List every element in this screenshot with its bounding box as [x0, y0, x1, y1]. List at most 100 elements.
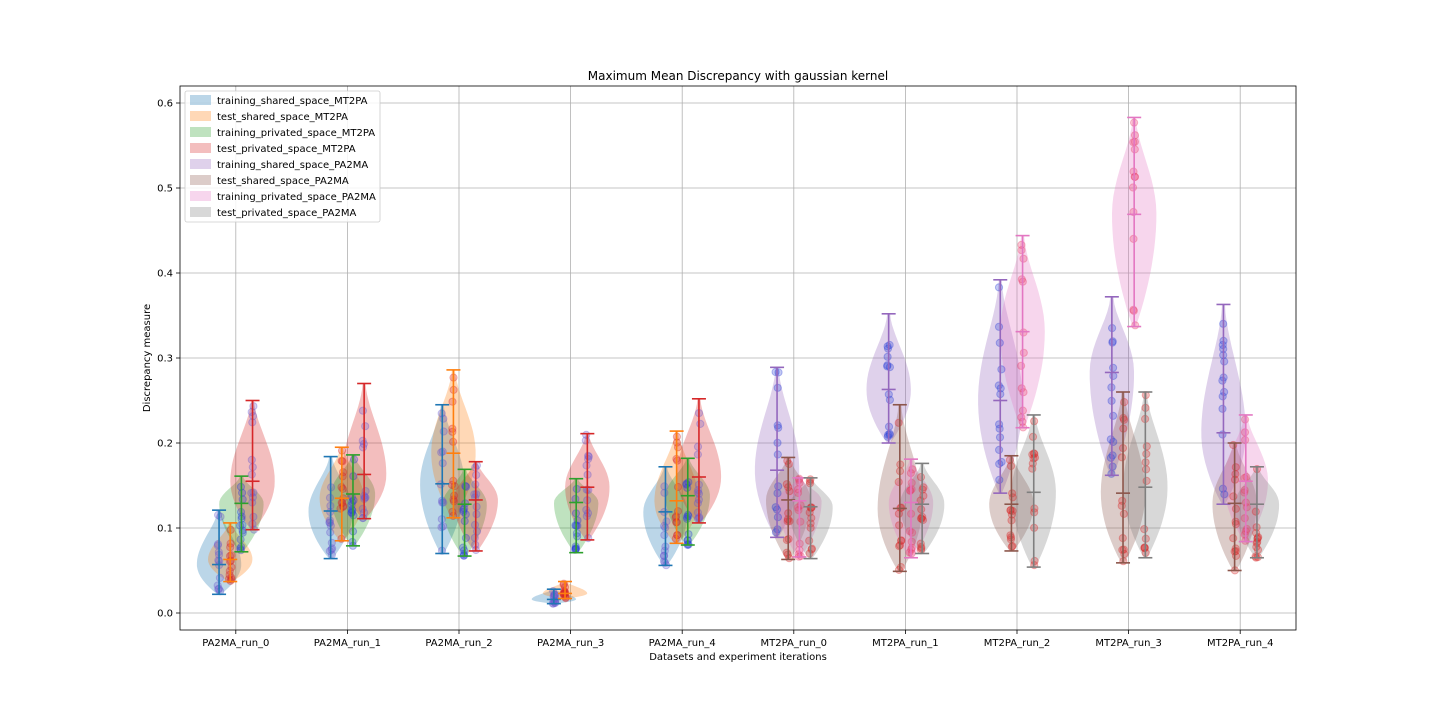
data-point: [327, 545, 336, 554]
y-tick-label: 0.5: [157, 184, 173, 195]
data-point: [659, 551, 669, 561]
median-markers: [212, 116, 1264, 605]
data-point: [1231, 463, 1240, 472]
data-point: [1129, 138, 1138, 147]
data-point: [1108, 337, 1117, 346]
data-point: [582, 505, 591, 514]
x-tick-label: MT2PA_run_1: [872, 638, 938, 649]
x-tick-label: PA2MA_run_2: [425, 638, 492, 649]
data-point: [995, 420, 1004, 429]
data-point: [448, 424, 457, 433]
data-point: [1130, 131, 1140, 140]
data-point: [917, 505, 926, 514]
data-point: [917, 544, 926, 553]
data-point: [994, 322, 1004, 331]
data-point: [994, 283, 1004, 292]
data-point: [361, 422, 370, 431]
data-point: [325, 546, 334, 556]
data-point: [1140, 543, 1149, 552]
data-point: [805, 508, 814, 517]
x-axis-ticks: PA2MA_run_0 PA2MA_run_1 PA2MA_run_2 PA2MA_r…: [202, 630, 1273, 649]
data-point: [1142, 476, 1151, 485]
data-point: [805, 536, 814, 545]
data-point: [1005, 455, 1015, 465]
y-tick-label: 0.1: [157, 524, 173, 535]
y-tick-label: 0.2: [157, 439, 173, 450]
data-point: [1028, 464, 1037, 473]
data-point: [774, 368, 783, 377]
data-point: [995, 445, 1004, 454]
data-point: [894, 418, 903, 427]
data-point: [1231, 520, 1241, 529]
data-point: [660, 488, 669, 497]
data-point: [1017, 413, 1026, 422]
data-point: [885, 340, 894, 350]
data-point: [1117, 453, 1127, 462]
data-point: [782, 535, 792, 545]
data-point: [1019, 348, 1028, 357]
data-point: [1231, 547, 1240, 556]
data-point: [1142, 442, 1151, 451]
data-point: [774, 482, 783, 491]
data-point: [1231, 504, 1241, 513]
data-point: [805, 549, 814, 558]
data-point: [439, 522, 448, 531]
data-point: [215, 573, 224, 583]
data-point: [1119, 415, 1129, 424]
y-tick-label: 0.4: [157, 269, 173, 280]
data-point: [338, 472, 347, 481]
data-point: [249, 402, 258, 411]
data-point: [794, 506, 803, 515]
data-point: [1019, 328, 1028, 337]
data-point: [894, 509, 904, 518]
data-point: [247, 488, 256, 498]
x-tick-label: PA2MA_run_1: [314, 638, 381, 649]
legend-swatch: [190, 159, 211, 169]
legend-label: test_shared_space_PA2MA: [217, 176, 349, 187]
y-tick-label: 0.6: [157, 99, 173, 110]
legend-swatch: [190, 143, 211, 153]
data-point: [238, 528, 247, 537]
data-point: [883, 432, 892, 441]
legend-swatch: [190, 191, 211, 201]
data-point: [885, 429, 894, 438]
data-point: [214, 510, 223, 520]
data-point: [916, 473, 926, 482]
data-point: [1240, 488, 1249, 497]
data-point: [249, 512, 258, 521]
legend-box: [184, 90, 381, 223]
data-point: [573, 532, 582, 541]
x-tick-label: PA2MA_run_4: [649, 638, 716, 649]
data-point: [1017, 361, 1026, 370]
legend-swatch: [190, 207, 211, 217]
data-point: [896, 563, 906, 572]
x-tick-label: MT2PA_run_2: [984, 638, 1050, 649]
data-point: [249, 488, 258, 497]
chart-title: Maximum Mean Discrepancy with gaussian k…: [588, 69, 888, 83]
data-point: [1240, 514, 1249, 523]
x-tick-label: PA2MA_run_3: [537, 638, 604, 649]
legend-label: test_shared_space_MT2PA: [217, 112, 348, 123]
data-point: [339, 501, 348, 511]
data-point: [673, 482, 683, 492]
data-point: [247, 407, 256, 417]
legend-label: training_privated_space_PA2MA: [217, 192, 376, 203]
data-point: [1253, 545, 1263, 554]
data-point: [693, 450, 703, 459]
legend-swatch: [190, 95, 211, 105]
data-point: [459, 507, 468, 516]
y-tick-label: 0.0: [157, 609, 173, 620]
data-point: [1019, 254, 1028, 263]
data-point: [358, 406, 367, 415]
data-point: [213, 540, 223, 549]
y-tick-label: 0.3: [157, 354, 173, 365]
data-point: [894, 477, 903, 487]
data-point: [1109, 363, 1118, 372]
data-point: [439, 427, 448, 436]
data-point: [897, 503, 906, 512]
data-point: [1229, 492, 1238, 501]
data-point: [995, 475, 1004, 484]
x-tick-label: MT2PA_run_4: [1207, 638, 1273, 649]
x-tick-label: MT2PA_run_3: [1095, 638, 1161, 649]
data-point: [1006, 506, 1015, 515]
